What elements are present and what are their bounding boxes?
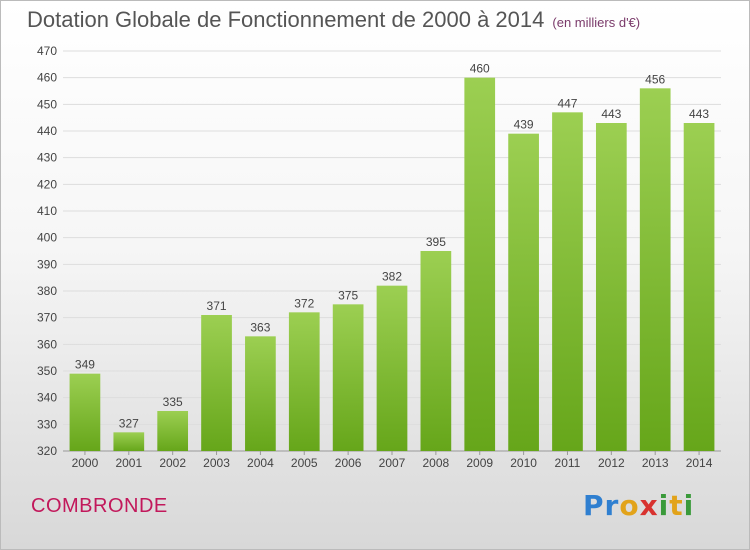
- y-tick-label: 400: [37, 231, 57, 245]
- bar-2006: [332, 304, 364, 451]
- bar-2001: [113, 432, 145, 451]
- bar-2007: [376, 285, 408, 451]
- bar-2003: [201, 315, 232, 451]
- x-tick-label: 2013: [642, 456, 669, 470]
- x-tick-label: 2011: [555, 456, 581, 470]
- chart-subtitle: (en milliers d'€): [552, 15, 641, 30]
- bar-2004: [245, 336, 276, 451]
- y-tick-label: 320: [37, 444, 57, 458]
- bar-value-label: 371: [207, 299, 227, 313]
- commune-name: COMBRONDE: [31, 495, 168, 517]
- chart-title-text: Dotation Globale de Fonctionnement de 20…: [27, 7, 545, 32]
- y-tick-label: 340: [37, 391, 57, 405]
- bar-value-label: 327: [119, 416, 139, 430]
- x-tick-label: 2001: [115, 456, 142, 470]
- proxiti-logo: Proxiti: [583, 489, 695, 522]
- bars: 349 327 335 371 363 372 375 382 395 460 439 447 443 4…: [69, 62, 715, 452]
- y-tick-label: 330: [37, 417, 57, 431]
- bar-value-label: 363: [250, 320, 270, 334]
- chart-title: Dotation Globale de Fonctionnement de 20…: [27, 7, 640, 33]
- x-tick-label: 2007: [379, 456, 406, 470]
- bar-value-label: 382: [382, 270, 402, 284]
- bar-value-label: 460: [470, 62, 490, 76]
- bar-2014: [683, 123, 715, 451]
- bar-value-label: 439: [514, 118, 534, 132]
- y-tick-label: 470: [37, 44, 57, 58]
- bar-value-label: 443: [601, 107, 621, 121]
- x-tick-label: 2005: [291, 456, 318, 470]
- x-tick-label: 2014: [686, 456, 713, 470]
- x-tick-label: 2009: [466, 456, 493, 470]
- x-tick-label: 2002: [159, 456, 186, 470]
- bar-value-label: 447: [557, 96, 577, 110]
- bar-2002: [157, 411, 189, 451]
- bar-2010: [508, 133, 539, 451]
- bar-value-label: 456: [645, 72, 665, 86]
- x-tick-label: 2006: [335, 456, 362, 470]
- x-axis: 2000 2001 2002 2003 2004 2005 2006 2007 2008 2009…: [72, 451, 713, 470]
- bar-value-label: 443: [689, 107, 709, 121]
- y-tick-label: 420: [37, 177, 57, 191]
- x-tick-label: 2000: [72, 456, 99, 470]
- bar-2005: [288, 312, 320, 451]
- bar-value-label: 372: [294, 296, 314, 310]
- y-tick-label: 440: [37, 124, 57, 138]
- bar-2011: [552, 112, 583, 451]
- y-tick-label: 360: [37, 337, 57, 351]
- bar-2012: [595, 123, 627, 451]
- y-tick-label: 370: [37, 311, 57, 325]
- y-tick-label: 450: [37, 97, 57, 111]
- y-tick-label: 390: [37, 257, 57, 271]
- bar-2009: [464, 77, 496, 452]
- x-tick-label: 2003: [203, 456, 230, 470]
- x-tick-label: 2010: [510, 456, 537, 470]
- bar-value-label: 395: [426, 235, 446, 249]
- x-tick-label: 2004: [247, 456, 274, 470]
- y-tick-label: 460: [37, 71, 57, 85]
- y-tick-label: 410: [37, 204, 57, 218]
- y-tick-label: 430: [37, 151, 57, 165]
- x-tick-label: 2012: [598, 456, 625, 470]
- y-axis: 320 330 340 350 360 370 380 390 400 410 420 430 440 4…: [37, 44, 57, 458]
- x-tick-label: 2008: [423, 456, 450, 470]
- y-tick-label: 350: [37, 364, 57, 378]
- bar-2000: [69, 373, 101, 451]
- bar-2013: [639, 88, 671, 451]
- bar-value-label: 349: [75, 358, 95, 372]
- bar-value-label: 375: [338, 288, 358, 302]
- y-tick-label: 380: [37, 284, 57, 298]
- bar-2008: [420, 251, 452, 451]
- bar-value-label: 335: [163, 395, 183, 409]
